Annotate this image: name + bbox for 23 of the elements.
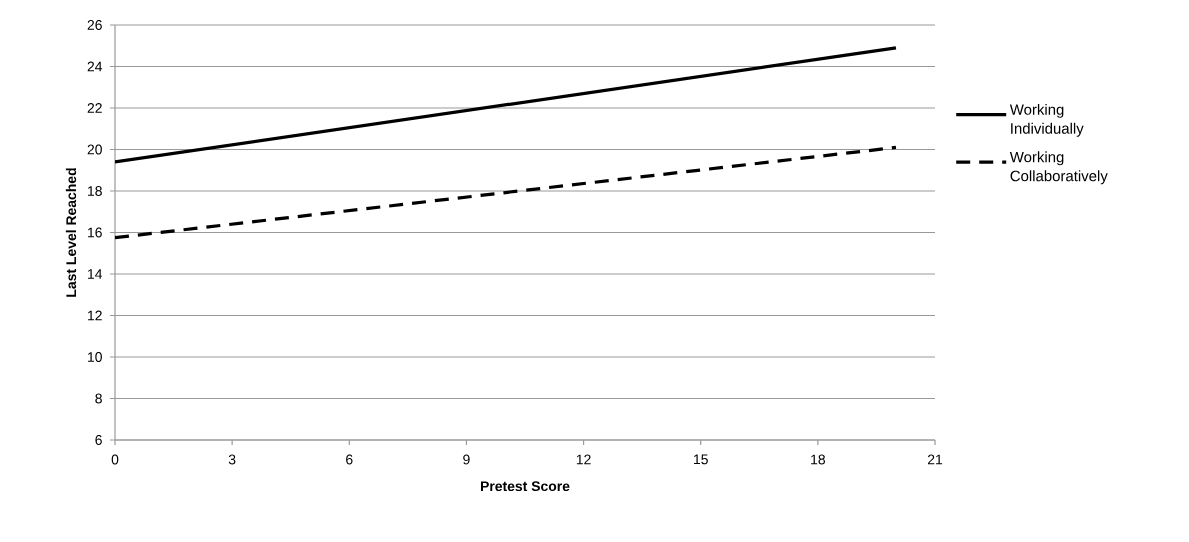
y-tick-label: 20 <box>87 144 102 155</box>
legend-label: Working Collaboratively <box>1009 151 1108 185</box>
y-tick-label: 14 <box>88 269 103 279</box>
x-tick-label: 6 <box>346 454 353 465</box>
x-tick-label: 3 <box>228 454 236 465</box>
y-tick-label: 10 <box>88 352 102 362</box>
legend-label: Working Individually <box>1009 103 1084 137</box>
x-tick-label: 12 <box>576 454 591 465</box>
y-tick-label: 18 <box>88 186 102 196</box>
y-tick-label: 26 <box>87 20 102 30</box>
y-tick-label: 22 <box>87 103 102 113</box>
x-tick-label: 18 <box>811 454 826 465</box>
x-tick-label: 15 <box>694 454 708 465</box>
y-tick-label: 16 <box>88 227 102 238</box>
x-axis-title: Pretest Score <box>480 481 570 492</box>
y-axis-title: Last Level Reached <box>65 168 77 297</box>
x-tick-label: 21 <box>927 454 943 465</box>
y-tick-label: 12 <box>88 310 102 321</box>
y-tick-label: 8 <box>95 393 102 404</box>
y-tick-label: 24 <box>87 61 103 72</box>
x-tick-label: 9 <box>463 454 470 465</box>
y-tick-label: 6 <box>95 435 102 445</box>
x-tick-label: 0 <box>111 454 119 465</box>
